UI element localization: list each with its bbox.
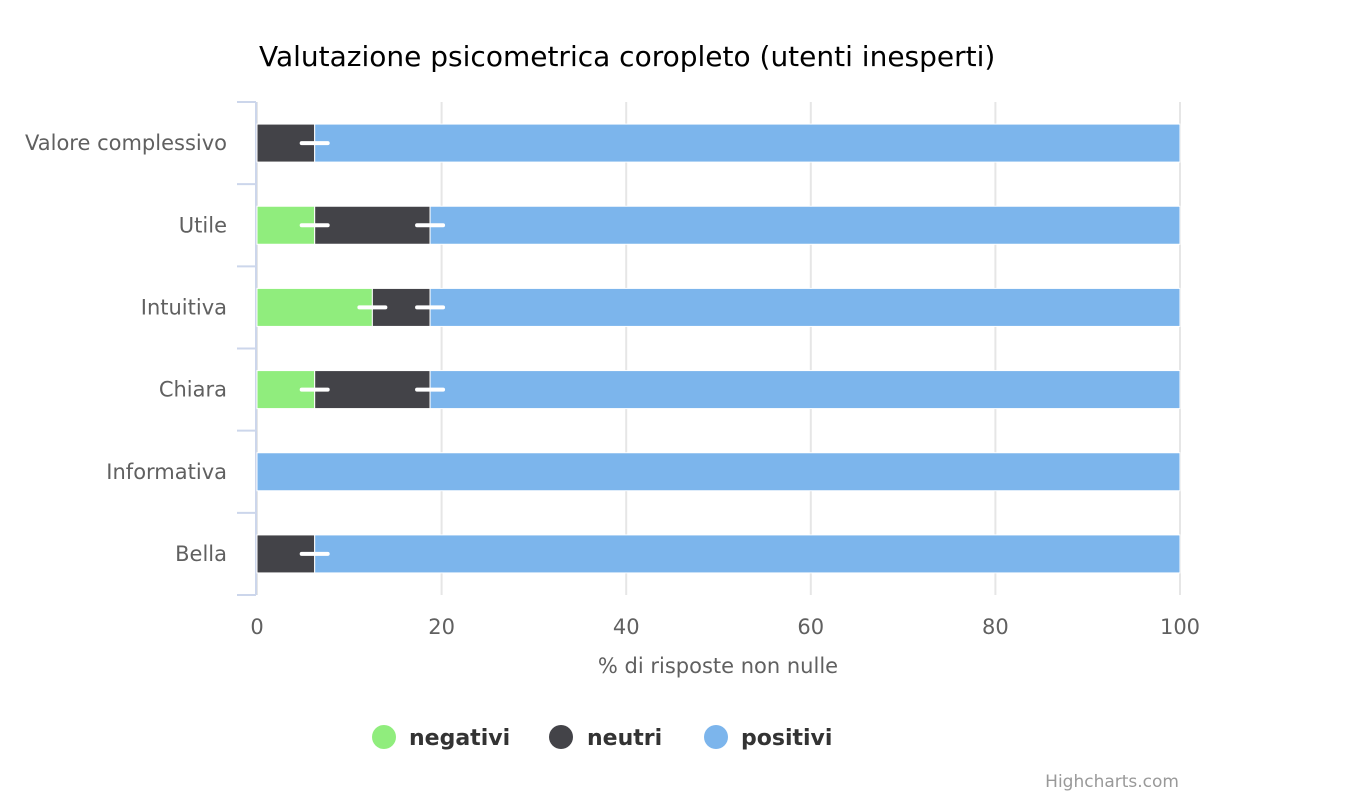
legend-item-negativi[interactable]: negativi	[372, 725, 510, 751]
x-tick-label-1: 20	[428, 615, 455, 639]
legend-symbol-neutri	[549, 725, 573, 749]
bar-positivi-5[interactable]	[314, 534, 1181, 574]
legend-item-positivi[interactable]: positivi	[704, 725, 832, 751]
legend-item-neutri[interactable]: neutri	[549, 725, 662, 751]
bar-positivi-0[interactable]	[314, 123, 1181, 163]
category-label-5: Bella	[175, 542, 227, 566]
x-tick-label-5: 100	[1160, 615, 1200, 639]
x-tick-label-4: 80	[982, 615, 1009, 639]
legend-label-negativi: negativi	[409, 726, 510, 751]
category-label-1: Utile	[179, 213, 227, 237]
x-tick-label-2: 40	[613, 615, 640, 639]
bars	[256, 123, 1181, 574]
bar-positivi-2[interactable]	[429, 287, 1181, 327]
x-tick-label-0: 0	[250, 615, 263, 639]
legend[interactable]: negativi neutri positivi	[372, 725, 832, 751]
x-axis-title: % di risposte non nulle	[598, 654, 838, 678]
category-label-2: Intuitiva	[141, 295, 227, 319]
bar-positivi-4[interactable]	[256, 452, 1181, 492]
category-label-0: Valore complessivo	[25, 131, 227, 155]
category-axis: Valore complessivo Utile Intuitiva Chiara In…	[25, 101, 257, 596]
chart-title: Valutazione psicometrica coropleto (uten…	[259, 40, 995, 73]
value-axis-ticks: 0 20 40 60 80 100	[250, 615, 1200, 639]
bar-neutri-1[interactable]	[314, 205, 431, 245]
credits-link[interactable]: Highcharts.com	[1045, 772, 1179, 792]
legend-label-positivi: positivi	[741, 726, 832, 751]
x-tick-label-3: 60	[797, 615, 824, 639]
bar-neutri-3[interactable]	[314, 370, 431, 410]
legend-label-neutri: neutri	[587, 726, 662, 751]
legend-symbol-negativi	[372, 725, 396, 749]
bar-positivi-1[interactable]	[429, 205, 1181, 245]
legend-symbol-positivi	[704, 725, 728, 749]
bar-negativi-2[interactable]	[256, 287, 373, 327]
grid-lines	[256, 102, 1181, 595]
category-label-3: Chiara	[159, 378, 227, 402]
category-label-4: Informativa	[106, 460, 227, 484]
segment-markers	[299, 141, 446, 556]
bar-positivi-3[interactable]	[429, 370, 1181, 410]
